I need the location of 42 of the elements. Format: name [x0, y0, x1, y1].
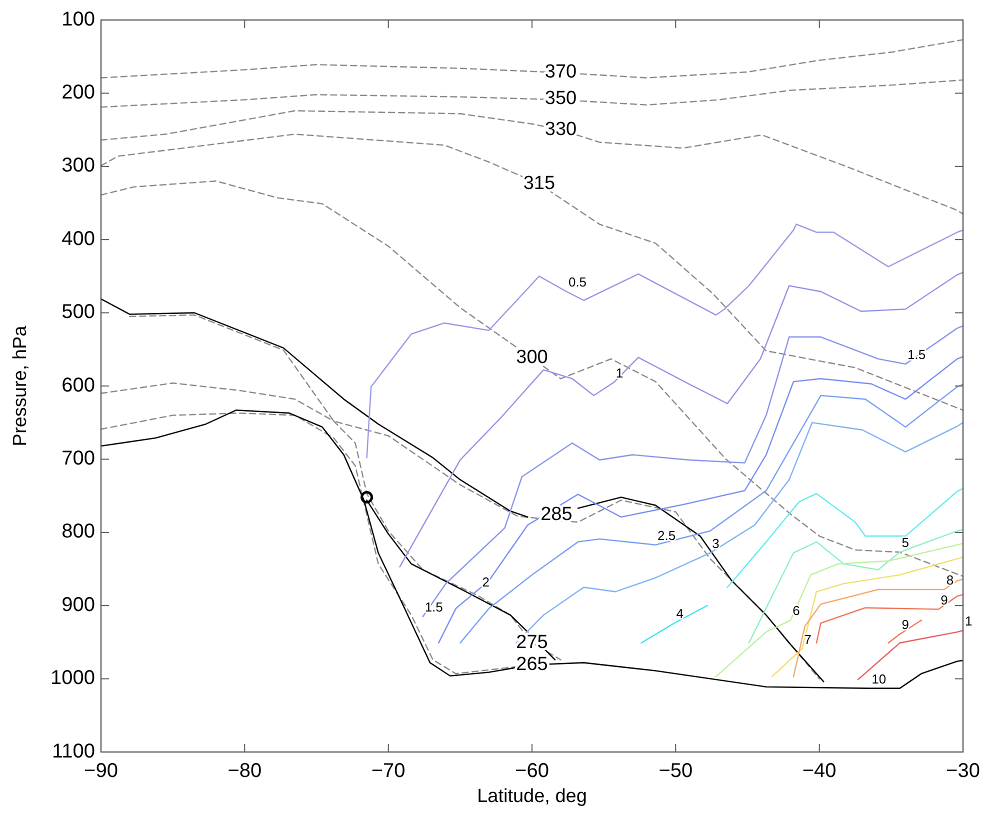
- annotation: 6: [792, 603, 800, 618]
- annotation: 285: [540, 504, 572, 525]
- annotation: 9: [902, 617, 910, 632]
- annotation: 9: [940, 592, 948, 608]
- annotation: 1: [965, 613, 972, 628]
- x-tick-label: −90: [84, 760, 118, 782]
- y-tick-label: 900: [62, 594, 95, 616]
- annotation: 4: [676, 606, 684, 622]
- annotation: 0.5: [568, 274, 587, 290]
- annotation: 2: [482, 574, 490, 590]
- annotation: 300: [516, 347, 548, 368]
- annotation: 1.5: [424, 600, 443, 615]
- annotation: 1: [616, 365, 624, 380]
- y-tick-label: 200: [62, 81, 95, 104]
- annotation: 370: [544, 62, 577, 83]
- x-axis-title: Latitude, deg: [477, 786, 587, 807]
- y-tick-label: 1100: [52, 740, 95, 762]
- y-tick-label: 400: [62, 228, 95, 250]
- y-tick-label: 100: [62, 8, 95, 30]
- annotation: 315: [523, 172, 556, 194]
- annotation: 330: [544, 118, 577, 140]
- y-axis-title: Pressure, hPa: [10, 325, 31, 446]
- annotation: 8: [946, 572, 954, 588]
- annotation: 3: [712, 536, 720, 551]
- x-tick-label: −40: [802, 760, 836, 782]
- y-tick-label: 300: [62, 154, 95, 177]
- x-tick-label: −50: [658, 760, 693, 782]
- annotation: 1.5: [908, 347, 926, 362]
- y-tick-label: 800: [62, 520, 95, 543]
- y-tick-label: 600: [62, 374, 95, 396]
- y-tick-label: 1000: [50, 667, 95, 690]
- annotation: 7: [804, 632, 812, 647]
- y-tick-label: 500: [62, 301, 95, 324]
- x-tick-label: −80: [228, 760, 262, 782]
- annotation: 5: [902, 535, 910, 550]
- x-tick-label: −70: [371, 760, 406, 782]
- x-tick-label: −60: [515, 760, 549, 782]
- y-tick-label: 700: [62, 447, 95, 470]
- x-tick-label: −30: [946, 760, 980, 782]
- annotation: 2.5: [658, 528, 676, 543]
- annotation: 350: [544, 88, 577, 110]
- annotation: 10: [872, 671, 886, 686]
